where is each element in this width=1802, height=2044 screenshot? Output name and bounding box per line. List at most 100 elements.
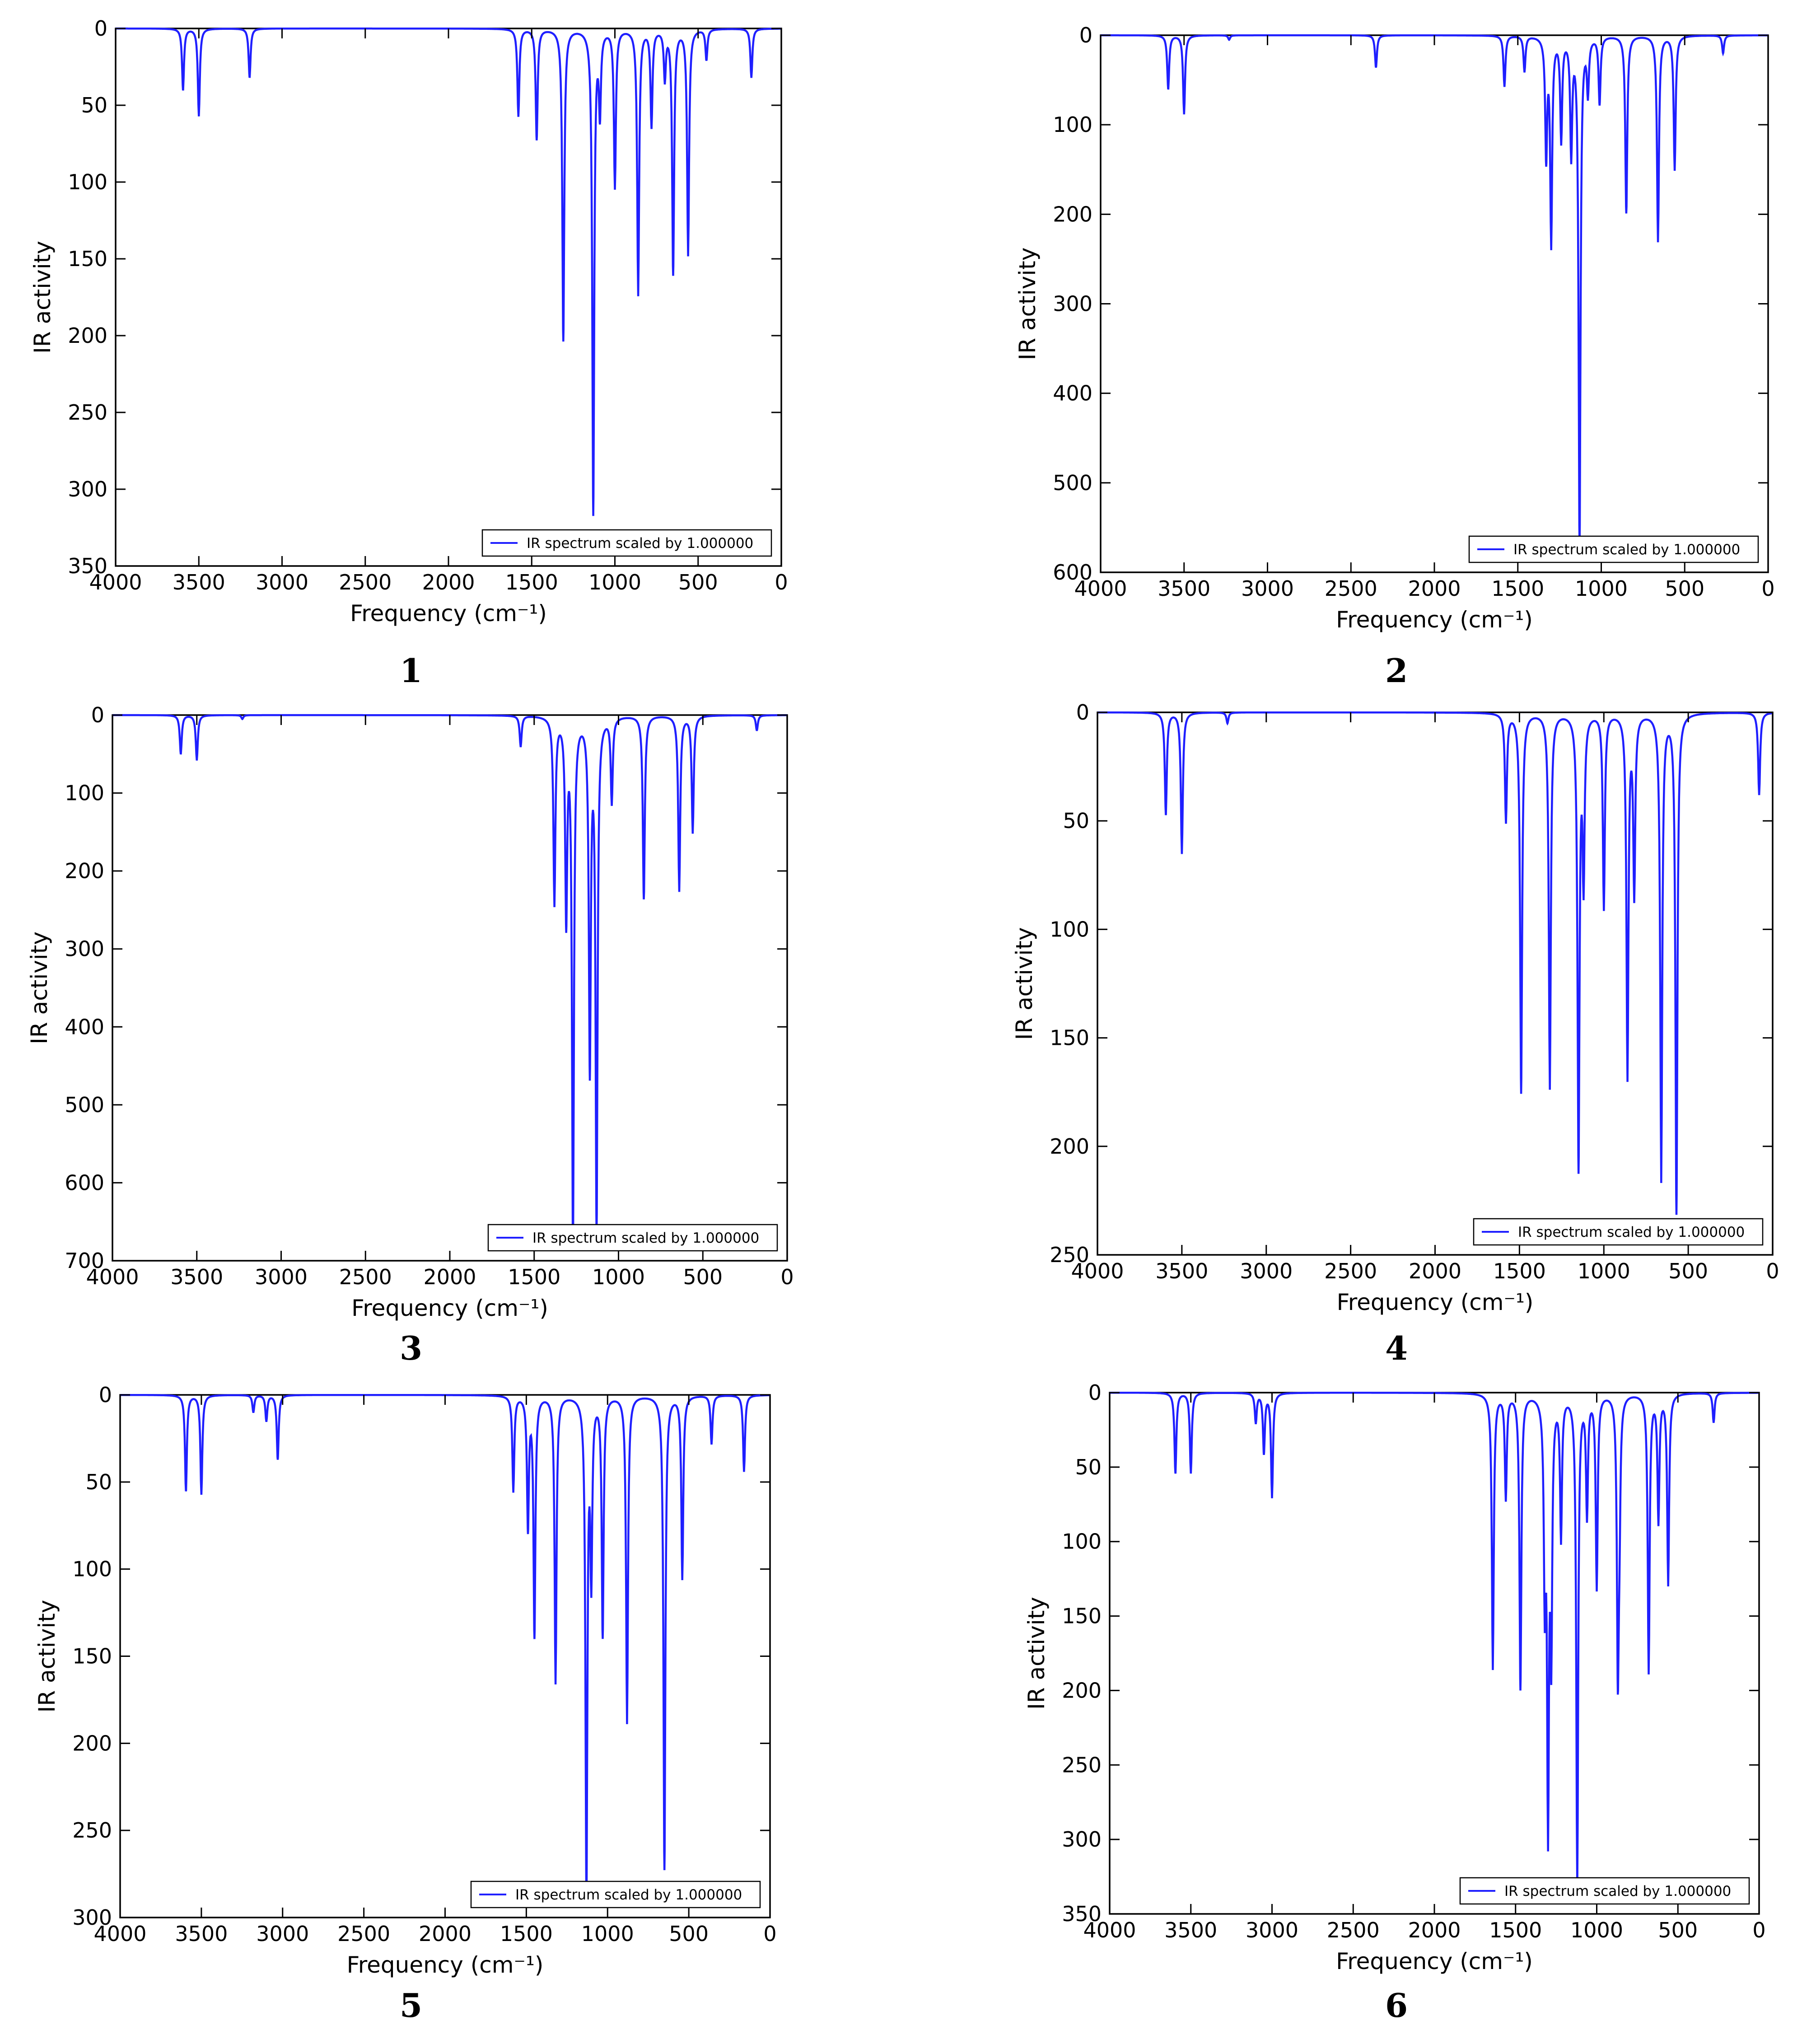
y-axis-label: IR activity [1014,248,1041,360]
legend: IR spectrum scaled by 1.000000 [1473,1218,1764,1246]
y-tick-label: 400 [1053,381,1092,406]
x-tick-label: 3000 [255,1265,308,1289]
x-tick-label: 3000 [1241,576,1294,601]
x-tick-label: 2000 [1408,576,1461,601]
y-tick-label: 100 [65,781,104,805]
x-tick-label: 1500 [500,1922,553,1946]
x-tick-label: 0 [775,570,788,594]
x-tick-label: 3000 [256,1922,309,1946]
plot-area [1100,34,1769,573]
y-tick-label: 100 [68,170,107,194]
y-tick-label: 0 [1076,700,1089,725]
y-tick-label: 250 [1050,1243,1089,1267]
x-tick-label: 1500 [505,570,558,594]
y-axis-label: IR activity [1011,927,1037,1040]
x-tick-label: 0 [780,1265,794,1289]
legend-box [470,1880,761,1908]
legend: IR spectrum scaled by 1.000000 [1468,535,1759,563]
y-tick-label: 400 [65,1015,104,1039]
legend-label: IR spectrum scaled by 1.000000 [527,535,753,552]
y-tick-label: 0 [99,1383,112,1407]
legend-box [1459,1877,1750,1905]
plot-area [115,28,782,567]
chart-panel-2: 4000 3500 3000 2500 2000 1500 1000 500 001002003… [1014,23,1775,690]
x-tick-label: 2500 [1324,1259,1377,1283]
x-tick-label: 500 [1665,576,1704,601]
y-tick-label: 250 [1062,1753,1102,1777]
y-tick-label: 200 [72,1731,112,1755]
y-tick-label: 300 [72,1905,112,1930]
legend-label: IR spectrum scaled by 1.000000 [532,1230,759,1246]
x-tick-label: 2000 [423,1265,476,1289]
x-tick-label: 1000 [1578,1259,1630,1283]
y-tick-label: 150 [1062,1604,1102,1628]
y-tick-label: 0 [1079,23,1092,47]
x-tick-label: 4000 [93,1922,146,1946]
x-tick-label: 3500 [173,570,225,594]
legend-label: IR spectrum scaled by 1.000000 [1518,1224,1745,1240]
x-tick-label: 3000 [1240,1259,1293,1283]
panel-label: 3 [400,1329,422,1367]
x-tick-label: 3500 [170,1265,223,1289]
legend: IR spectrum scaled by 1.000000 [470,1880,761,1908]
legend-label: IR spectrum scaled by 1.000000 [1513,542,1740,558]
y-tick-label: 300 [1053,292,1092,316]
y-tick-label: 350 [68,554,107,578]
x-axis-label: Frequency (cm⁻¹) [1336,1948,1533,1974]
legend-box [1468,535,1759,563]
x-tick-label: 4000 [89,570,142,594]
panel-label: 5 [400,1986,422,2025]
y-axis-label: IR activity [1023,1597,1050,1710]
x-tick-label: 4000 [1074,576,1127,601]
x-tick-label: 1000 [1570,1918,1623,1942]
chart-panel-5: 4000 3500 3000 2500 2000 1500 1000 500 0 0 50 100 15… [34,1383,777,2025]
y-tick-label: 50 [1075,1455,1102,1479]
x-tick-label: 1500 [1493,1259,1546,1283]
y-tick-label: 200 [1062,1678,1102,1703]
y-tick-label: 50 [81,93,107,117]
panel-label: 1 [400,651,422,690]
y-tick-label: 600 [1053,560,1092,585]
y-tick-label: 500 [65,1093,104,1117]
x-tick-label: 2500 [1327,1918,1380,1942]
legend: IR spectrum scaled by 1.000000 [1459,1877,1750,1905]
x-tick-label: 500 [1658,1918,1698,1942]
x-axis-label: Frequency (cm⁻¹) [351,1295,548,1321]
x-tick-label: 1000 [592,1265,645,1289]
legend-label: IR spectrum scaled by 1.000000 [515,1887,742,1903]
chart-panel-3: 4000 3500 3000 2500 2000 1500 1000 500 001002003… [26,703,794,1367]
x-tick-label: 2500 [337,1922,390,1946]
chart-panel-1: 4000 3500 3000 2500 2000 1500 1000 500 0 0 50 100 15… [29,16,788,690]
x-tick-label: 2500 [1325,576,1377,601]
x-tick-label: 4000 [1071,1259,1124,1283]
spectrum-line [120,1394,770,1899]
y-tick-label: 100 [1050,917,1089,941]
legend-label: IR spectrum scaled by 1.000000 [1504,1883,1731,1899]
plot-area [1097,711,1774,1256]
legend-box [487,1224,778,1252]
panel-label: 6 [1385,1986,1408,2025]
x-tick-label: 2000 [422,570,475,594]
x-axis-label: Frequency (cm⁻¹) [350,600,547,627]
x-tick-label: 500 [1668,1259,1708,1283]
y-tick-label: 200 [68,323,107,348]
y-tick-label: 50 [85,1470,112,1494]
y-tick-label: 150 [72,1644,112,1669]
y-tick-label: 0 [91,703,104,727]
x-tick-label: 2000 [1409,1259,1461,1283]
x-tick-label: 0 [1761,576,1774,601]
spectrum-line [112,714,787,1244]
plot-area [112,714,788,1262]
x-axis-label: Frequency (cm⁻¹) [1337,1289,1534,1315]
panel-label: 2 [1385,651,1408,690]
y-tick-label: 600 [65,1170,104,1195]
y-tick-label: 300 [1062,1827,1102,1852]
x-tick-label: 3500 [1164,1918,1217,1942]
plot-area [119,1394,771,1918]
x-axis-label: Frequency (cm⁻¹) [1336,607,1533,633]
y-tick-label: 200 [1053,202,1092,226]
panel-label: 4 [1385,1329,1408,1367]
x-tick-label: 1500 [1489,1918,1542,1942]
y-tick-label: 500 [1053,471,1092,495]
y-tick-label: 150 [68,247,107,271]
